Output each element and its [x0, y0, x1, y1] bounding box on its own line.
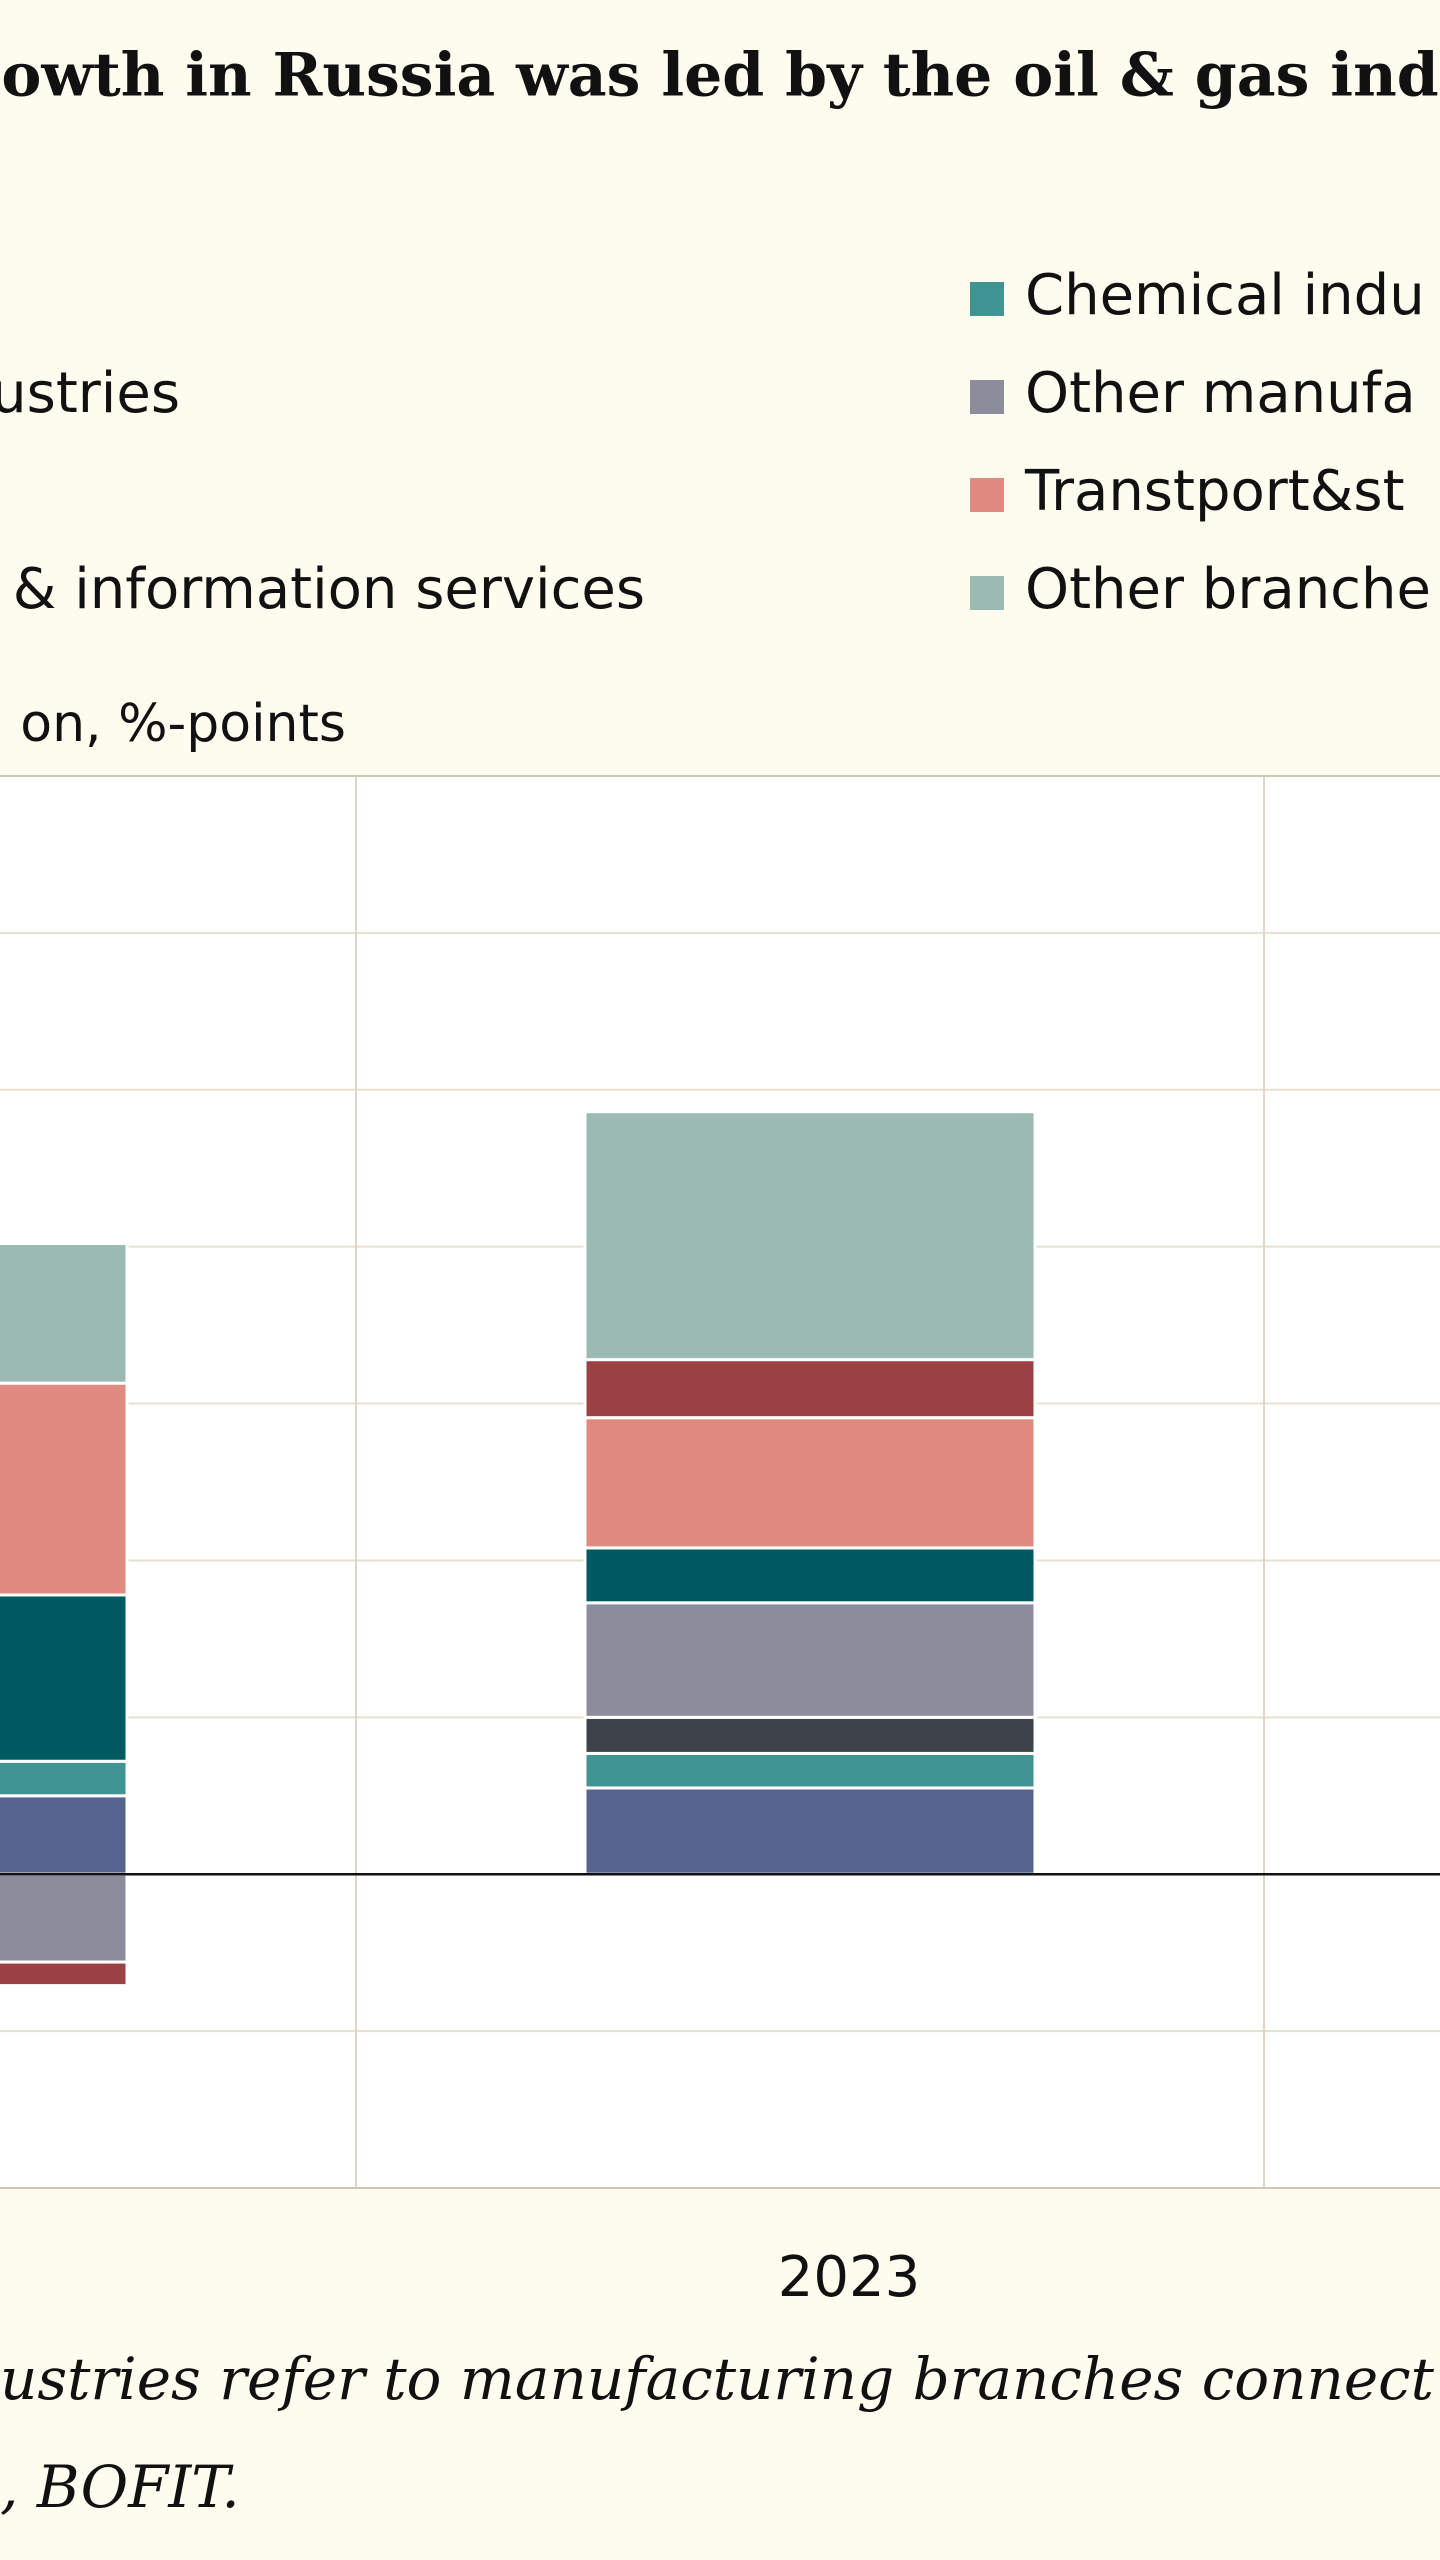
legend-label: Transtport&st	[1024, 459, 1405, 524]
legend-label: ustries	[0, 361, 180, 426]
legend-label: & information services	[13, 557, 645, 622]
bar-segment	[583, 1715, 1037, 1755]
legend-label: Other manufa	[1025, 361, 1416, 426]
x-tick-label: 2023	[778, 2245, 921, 2310]
bar-segment	[0, 1960, 129, 1988]
legend-label: Other branche	[1025, 557, 1431, 622]
legend-swatch	[970, 380, 1004, 414]
bar-segment	[0, 1759, 129, 1798]
bar-segment	[583, 1601, 1037, 1719]
bar-segment	[583, 1416, 1037, 1550]
chart-title: owth in Russia was led by the oil & gas …	[1, 41, 1438, 111]
bar-segment	[0, 1872, 129, 1964]
bar-segment	[0, 1794, 129, 1876]
bar-segment	[0, 1593, 129, 1763]
bar-segment	[583, 1546, 1037, 1605]
bar-segment	[583, 1358, 1037, 1420]
bar-segment	[583, 1786, 1037, 1876]
legend-swatch	[970, 576, 1004, 610]
legend-swatch	[970, 478, 1004, 512]
bar-segment	[0, 1381, 129, 1597]
y-axis-label: on, %-points	[20, 694, 346, 754]
bar-segment	[583, 1110, 1037, 1362]
source: , BOFIT.	[0, 2453, 240, 2521]
note: ustries refer to manufacturing branches …	[0, 2345, 1435, 2413]
legend-label: Chemical indu	[1025, 263, 1425, 328]
legend-swatch	[970, 282, 1004, 316]
bar-segment	[0, 1242, 129, 1385]
bar-segment	[583, 1751, 1037, 1790]
